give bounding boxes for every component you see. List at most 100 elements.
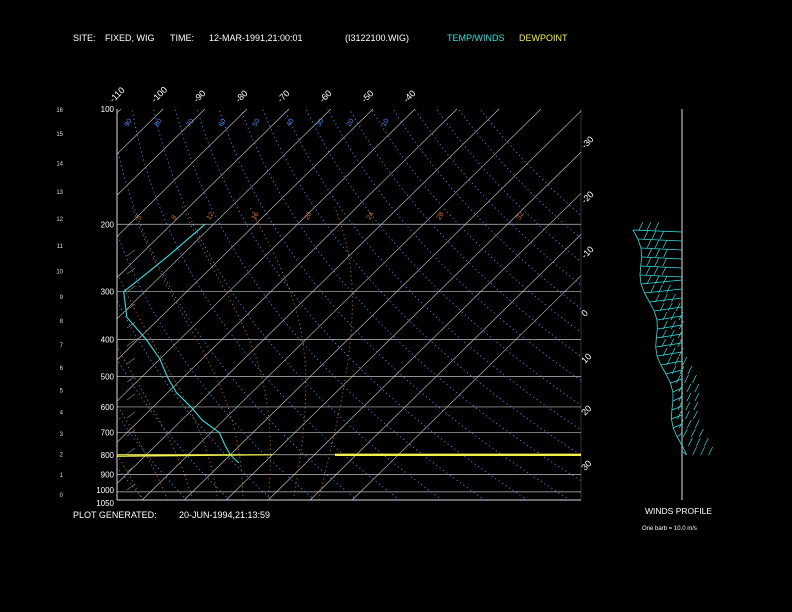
dry-adiabat-line: [327, 109, 581, 382]
height-tick: [126, 375, 136, 383]
wind-barb: [637, 238, 683, 242]
right-temp-label: 30: [579, 458, 593, 472]
mixing-ratio-label: 16: [251, 211, 261, 221]
wind-barb-flag: [670, 311, 676, 321]
wind-barb-flag: [688, 437, 693, 447]
height-tick: [126, 339, 136, 347]
moist-adiabat-line: [249, 206, 307, 500]
wind-barb-flag: [679, 365, 685, 375]
top-temp-label: -110: [107, 85, 126, 104]
top-temp-label: -50: [359, 88, 375, 104]
file-id: (I3122100.WIG): [345, 33, 409, 43]
height-km-label: 4: [60, 410, 64, 416]
dry-adiabat-label: 20: [346, 118, 356, 128]
height-tick: [126, 285, 136, 293]
height-tick: [126, 465, 136, 473]
pressure-tick-label: 400: [101, 336, 115, 345]
wind-barb-flag: [646, 239, 652, 249]
dry-adiabat-label: 50: [252, 118, 262, 128]
wind-barb-flag: [686, 383, 692, 393]
time-value: 12-MAR-1991,21:00:01: [209, 33, 303, 43]
mixing-ratio-label: 24: [366, 211, 376, 221]
pressure-tick-label: 500: [101, 373, 115, 382]
isotherm-line: [116, 108, 332, 320]
mixing-ratio-label: 12: [206, 211, 216, 221]
top-temp-label: -70: [275, 88, 291, 104]
wind-barb-flag: [661, 266, 667, 276]
dry-adiabat-label: 40: [286, 118, 296, 128]
height-km-label: 0: [60, 493, 64, 499]
winds-barb-note: One barb = 10.0 m/s: [642, 526, 697, 532]
time-label: TIME:: [170, 33, 194, 43]
wind-barb-flag: [696, 437, 701, 447]
isotherm-line: [225, 151, 582, 501]
wind-barb: [641, 256, 683, 260]
winds-profile: [632, 109, 713, 500]
wind-barb: [671, 405, 683, 411]
wind-barb-flag: [659, 230, 665, 240]
dry-adiabat-line: [283, 109, 581, 431]
wind-barb-flag: [666, 356, 672, 366]
wind-barb-flag: [682, 356, 688, 366]
dry-adiabat-line: [0, 109, 17, 500]
wind-barb-flag: [677, 410, 682, 420]
height-km-label: 1: [60, 473, 64, 479]
isotherm-line: [116, 108, 500, 484]
wind-barb-flag: [685, 401, 691, 411]
right-temp-label: -30: [579, 134, 595, 150]
chart-labels: 1002003004005006007008009001000105001234…: [56, 85, 595, 508]
height-km-label: 2: [60, 453, 64, 459]
dry-adiabat-line: [370, 109, 581, 333]
dry-adiabat-label: 80: [154, 118, 164, 128]
wind-barb-flag: [654, 275, 660, 285]
legend-temp-winds: TEMP/WINDS: [447, 33, 505, 43]
wind-barb-flag: [643, 230, 649, 240]
pressure-tick-label: 200: [101, 220, 115, 229]
mixing-ratio-label: 8: [171, 214, 179, 221]
right-temp-label: 0: [579, 308, 590, 319]
wind-barb: [640, 279, 683, 285]
pressure-tick-label: 1000: [96, 486, 114, 495]
pressure-tick-label: 800: [101, 451, 115, 460]
wind-barb: [649, 297, 683, 303]
wind-barb-flag: [671, 365, 677, 375]
wind-barb-flag: [663, 248, 669, 258]
top-temp-label: -60: [317, 88, 333, 104]
wind-barb-flag: [677, 329, 683, 339]
wind-barb: [657, 324, 683, 330]
mixing-ratio-label: 20: [304, 211, 314, 221]
isotherm-line: [116, 108, 206, 196]
wind-barb: [660, 360, 683, 366]
top-temp-label: -80: [233, 88, 249, 104]
wind-barb-flag: [662, 347, 668, 357]
wind-barb: [677, 432, 683, 438]
dry-adiabat-line: [117, 358, 230, 500]
wind-barb-flag: [694, 392, 700, 402]
wind-barb: [639, 274, 683, 278]
wind-barb-flag: [671, 320, 676, 330]
height-tick: [126, 447, 136, 455]
wind-barb-flag: [678, 383, 684, 393]
wind-barb-flag: [645, 266, 651, 276]
wind-barb-flag: [708, 446, 713, 456]
wind-barb-flag: [694, 419, 700, 429]
mixing-ratio-label: 5: [136, 214, 144, 221]
wind-barb-flag: [686, 392, 692, 402]
wind-barb-flag: [661, 329, 667, 339]
wind-barb-flag: [646, 275, 652, 285]
wind-barb-flag: [693, 401, 699, 411]
pressure-tick-label: 300: [101, 288, 115, 297]
dewpoint-line: [117, 454, 273, 457]
wind-barb-flag: [684, 374, 689, 384]
wind-barb-flag: [678, 392, 684, 402]
height-km-label: 13: [56, 190, 63, 196]
height-tick: [126, 483, 136, 491]
height-km-label: 15: [56, 132, 63, 138]
height-tick: [126, 303, 136, 311]
height-km-label: 7: [60, 343, 64, 349]
height-km-label: 11: [57, 244, 64, 250]
wind-barb-flag: [700, 446, 705, 456]
dry-adiabat-line: [436, 109, 581, 263]
height-km-label: 8: [60, 319, 64, 325]
wind-barb: [671, 414, 683, 420]
